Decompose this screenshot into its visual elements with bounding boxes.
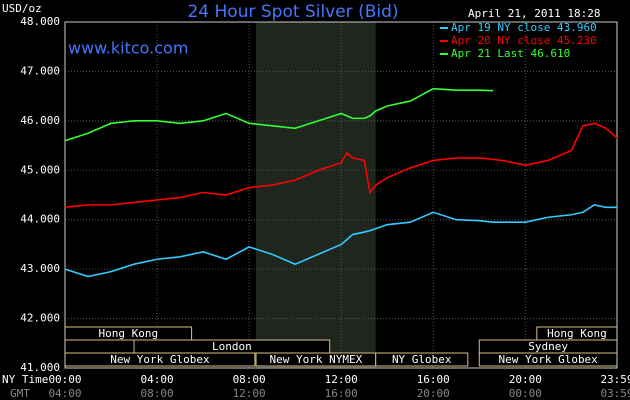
- legend-label: Apr 20 NY close 45.230: [451, 34, 597, 47]
- timestamp: April 21, 2011 18:28: [468, 7, 600, 20]
- y-axis-label: USD/oz: [2, 2, 42, 15]
- website: www.kitco.com: [68, 39, 188, 58]
- x2-row-label: GMT: [10, 387, 30, 400]
- session-label: New York Globex: [110, 353, 210, 366]
- session-box: [375, 352, 469, 367]
- y-tick-label: 44.000: [20, 213, 60, 226]
- session-shade: [256, 22, 376, 368]
- x2-tick-label: 08:00: [141, 387, 174, 400]
- session-label: New York Globex: [498, 353, 598, 366]
- x2-tick-label: 16:00: [325, 387, 358, 400]
- session-label: Sydney: [528, 340, 568, 353]
- y-tick-label: 48.000: [20, 15, 60, 28]
- series-line: [64, 122, 618, 209]
- y-tick-label: 47.000: [20, 64, 60, 77]
- x2-tick-label: 20:00: [417, 387, 450, 400]
- session-label: London: [212, 340, 252, 353]
- chart-title: 24 Hour Spot Silver (Bid): [187, 2, 398, 22]
- x2-tick-label: 04:00: [48, 387, 81, 400]
- x2-tick-label: 00:00: [509, 387, 542, 400]
- x-tick-label: 12:00: [325, 373, 358, 386]
- x2-tick-label: 03:59: [600, 387, 630, 400]
- x2-tick-label: 12:00: [233, 387, 266, 400]
- series-line: [64, 204, 618, 278]
- x-tick-label: 23:59: [600, 373, 630, 386]
- x-tick-label: 16:00: [417, 373, 450, 386]
- y-tick-label: 42.000: [20, 312, 60, 325]
- series-line: [64, 87, 494, 142]
- y-tick-label: 41.000: [20, 361, 60, 374]
- x-tick-label: 00:00: [48, 373, 81, 386]
- x-tick-label: 04:00: [141, 373, 174, 386]
- session-label: New York NYMEX: [270, 353, 363, 366]
- y-tick-label: 45.000: [20, 163, 60, 176]
- y-tick-label: 46.000: [20, 114, 60, 127]
- session-label: NY Globex: [392, 353, 452, 366]
- session-label: Hong Kong: [547, 327, 607, 340]
- x-row-label: NY Time: [2, 373, 48, 386]
- legend-label: Apr 19 NY close 43.960: [451, 21, 597, 34]
- session-label: Hong Kong: [98, 327, 158, 340]
- x-tick-label: 08:00: [233, 373, 266, 386]
- x-tick-label: 20:00: [509, 373, 542, 386]
- plot-frame: [64, 21, 618, 369]
- legend-label: Apr 21 Last 46.610: [451, 47, 570, 60]
- y-tick-label: 43.000: [20, 262, 60, 275]
